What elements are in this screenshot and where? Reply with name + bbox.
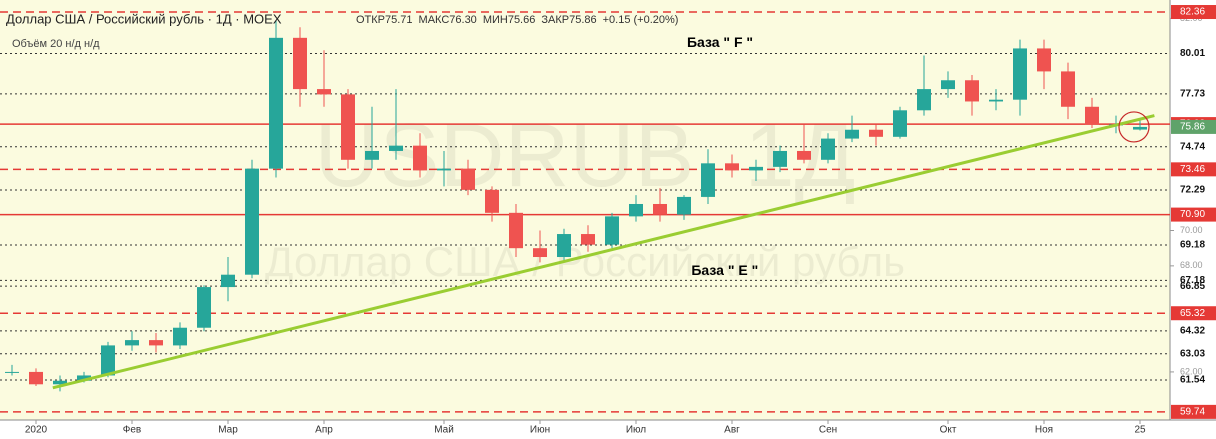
y-tick-label: 70.00 bbox=[1180, 225, 1203, 235]
level-label-box bbox=[1171, 162, 1216, 177]
x-tick-label: Май bbox=[434, 425, 454, 436]
candle-body bbox=[437, 168, 451, 171]
x-tick-label: Окт bbox=[940, 425, 957, 436]
candle-body bbox=[1013, 48, 1027, 100]
candle-body bbox=[125, 340, 139, 346]
watermark: USDRUB, 1Д bbox=[314, 106, 855, 206]
level-label: 66.85 bbox=[1180, 281, 1205, 292]
level-label: 63.03 bbox=[1180, 348, 1205, 359]
last-price-label: 75.86 bbox=[1180, 122, 1205, 133]
level-label: 64.32 bbox=[1180, 326, 1205, 337]
ohlc-value: МИН75.66 bbox=[483, 14, 536, 26]
candle-body bbox=[77, 375, 91, 381]
x-tick-label: Июл bbox=[626, 425, 646, 436]
volume-label: Объём 20 н/д н/д bbox=[12, 38, 100, 50]
plot-background bbox=[0, 0, 1170, 420]
candle-body bbox=[29, 371, 43, 385]
x-tick-label: 2020 bbox=[25, 425, 48, 436]
annotation: База " E " bbox=[691, 262, 758, 278]
x-tick-label: Апр bbox=[315, 425, 333, 436]
level-label: 65.32 bbox=[1180, 308, 1205, 319]
candle-body bbox=[653, 203, 667, 215]
level-label: 61.54 bbox=[1180, 375, 1205, 386]
y-tick-label: 62.00 bbox=[1180, 366, 1203, 376]
x-tick-label: Ноя bbox=[1035, 425, 1053, 436]
x-tick-label: Авг bbox=[724, 425, 740, 436]
candle-body bbox=[1133, 126, 1147, 130]
x-tick-label: 25 bbox=[1134, 425, 1146, 436]
candle-body bbox=[1085, 106, 1099, 125]
candle-body bbox=[245, 168, 259, 275]
candle-body bbox=[701, 163, 715, 197]
candle-body bbox=[773, 150, 787, 167]
ohlc-value: +0.15 (+0.20%) bbox=[603, 14, 679, 26]
candle-body bbox=[749, 166, 763, 171]
annotation: База " F " bbox=[687, 34, 753, 50]
candle-body bbox=[893, 110, 907, 137]
candle-body bbox=[965, 80, 979, 102]
y-tick-label: 68.00 bbox=[1180, 260, 1203, 270]
candle-body bbox=[5, 371, 19, 373]
candle-body bbox=[917, 89, 931, 111]
candle-body bbox=[149, 340, 163, 346]
chart-title: Доллар США / Российский рубль · 1Д · MOE… bbox=[6, 11, 282, 26]
candle-body bbox=[341, 94, 355, 160]
candle-body bbox=[1037, 48, 1051, 72]
level-label: 59.74 bbox=[1180, 407, 1205, 418]
watermark: Доллар США / Российский рубль bbox=[265, 238, 905, 285]
candle-body bbox=[293, 37, 307, 90]
level-label-box bbox=[1171, 404, 1216, 419]
candle-body bbox=[557, 234, 571, 258]
candle-body bbox=[989, 99, 1003, 102]
ohlc-value: МАКС76.30 bbox=[419, 14, 477, 26]
candle-body bbox=[533, 248, 547, 258]
candle-body bbox=[53, 380, 67, 385]
level-label-box bbox=[1171, 306, 1216, 321]
candle-body bbox=[389, 145, 403, 151]
candle-body bbox=[725, 163, 739, 171]
level-label-box bbox=[1171, 207, 1216, 222]
candle-body bbox=[461, 168, 475, 190]
candle-body bbox=[485, 189, 499, 213]
level-label-box bbox=[1171, 5, 1216, 20]
candle-body bbox=[413, 145, 427, 171]
ohlc-value: ЗАКР75.86 bbox=[541, 14, 596, 26]
candle-body bbox=[797, 150, 811, 160]
candle-body bbox=[845, 129, 859, 139]
ohlc-value: ОТКР75.71 bbox=[356, 14, 413, 26]
candle-body bbox=[317, 89, 331, 95]
level-label: 80.01 bbox=[1180, 48, 1205, 59]
x-tick-label: Фев bbox=[123, 425, 141, 436]
candle-body bbox=[173, 327, 187, 346]
last-price-box bbox=[1171, 119, 1216, 134]
candle-body bbox=[269, 37, 283, 169]
level-label: 70.90 bbox=[1180, 209, 1205, 220]
candle-body bbox=[677, 196, 691, 215]
candle-body bbox=[581, 234, 595, 245]
candle-body bbox=[365, 150, 379, 160]
x-tick-label: Июн bbox=[530, 425, 550, 436]
highlight-circle bbox=[1118, 111, 1150, 143]
trend-line bbox=[52, 114, 1155, 390]
level-label: 74.74 bbox=[1180, 141, 1205, 152]
candle-body bbox=[221, 274, 235, 288]
candle-body bbox=[101, 345, 115, 376]
x-tick-label: Сен bbox=[819, 425, 837, 436]
level-label: 73.46 bbox=[1180, 164, 1205, 175]
candle-body bbox=[941, 80, 955, 90]
x-tick-label: Мар bbox=[218, 425, 238, 436]
candle-body bbox=[821, 138, 835, 160]
candle-body bbox=[869, 129, 883, 137]
candle-body bbox=[509, 212, 523, 249]
candle-body bbox=[629, 203, 643, 217]
level-label: 67.18 bbox=[1180, 275, 1205, 286]
level-label: 77.73 bbox=[1180, 89, 1205, 100]
candle-body bbox=[1061, 71, 1075, 107]
candle-body bbox=[197, 287, 211, 328]
level-label: 72.29 bbox=[1180, 185, 1205, 196]
level-label: 82.36 bbox=[1180, 7, 1205, 18]
candle-body bbox=[605, 216, 619, 245]
level-label: 69.18 bbox=[1180, 240, 1205, 251]
